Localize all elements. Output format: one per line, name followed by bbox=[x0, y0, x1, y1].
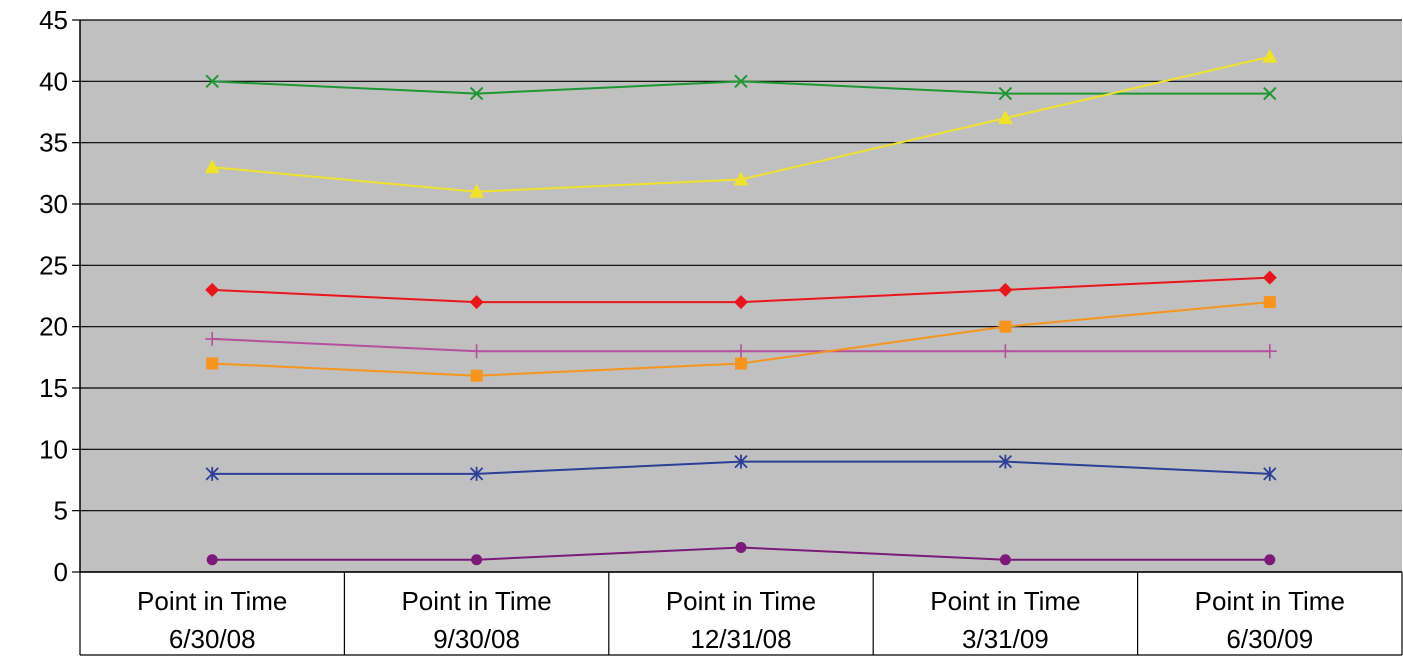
y-tick-label: 5 bbox=[54, 496, 68, 526]
data-point bbox=[733, 171, 749, 186]
x-category-label: 9/30/08 bbox=[433, 624, 520, 654]
data-point bbox=[734, 74, 748, 89]
series-layer bbox=[204, 48, 1278, 566]
data-point bbox=[1263, 86, 1277, 101]
data-point bbox=[469, 295, 484, 310]
data-point bbox=[735, 357, 747, 370]
data-point bbox=[469, 183, 485, 198]
data-point bbox=[1262, 344, 1277, 359]
data-point bbox=[469, 466, 484, 481]
data-point bbox=[997, 110, 1013, 125]
data-point bbox=[999, 320, 1012, 333]
x-axis-category-table: Point in Time 6/30/08 Point in Time 9/30/08… bbox=[79, 571, 1403, 656]
y-tick-label: 25 bbox=[39, 250, 68, 280]
y-axis-ticks: 0 5 10 15 20 25 30 35 40 45 bbox=[39, 5, 81, 587]
series-4 bbox=[205, 331, 1277, 359]
y-tick-label: 40 bbox=[39, 66, 68, 96]
y-tick-label: 20 bbox=[39, 312, 68, 342]
data-point bbox=[471, 554, 483, 566]
y-tick-label: 15 bbox=[39, 373, 68, 403]
data-point bbox=[1263, 296, 1276, 309]
data-point bbox=[469, 86, 484, 101]
data-point bbox=[1262, 48, 1278, 63]
data-point bbox=[998, 344, 1013, 359]
data-point bbox=[1262, 270, 1277, 285]
data-point bbox=[205, 466, 219, 481]
y-tick-label: 35 bbox=[39, 128, 68, 158]
y-tick-label: 30 bbox=[39, 189, 68, 219]
x-category-label: Point in Time bbox=[1195, 586, 1345, 616]
y-tick-label: 10 bbox=[39, 434, 68, 464]
x-category-label: Point in Time bbox=[666, 586, 816, 616]
series-7 bbox=[206, 541, 1276, 566]
series-5 bbox=[206, 296, 1276, 382]
data-point bbox=[470, 369, 483, 382]
data-point bbox=[735, 541, 747, 553]
x-category-label: 12/31/08 bbox=[690, 624, 791, 654]
data-point bbox=[734, 295, 748, 310]
data-point bbox=[205, 74, 219, 89]
data-point bbox=[205, 331, 220, 346]
series-3 bbox=[205, 270, 1277, 310]
x-category-label: Point in Time bbox=[401, 586, 551, 616]
data-point bbox=[469, 344, 484, 359]
data-point bbox=[206, 554, 218, 566]
data-point bbox=[999, 554, 1011, 566]
data-point bbox=[1264, 554, 1276, 566]
series-2 bbox=[204, 48, 1278, 198]
data-point bbox=[998, 282, 1013, 297]
x-category-label: Point in Time bbox=[930, 586, 1080, 616]
data-point bbox=[205, 282, 220, 297]
data-point bbox=[206, 357, 219, 370]
x-category-label: 3/31/09 bbox=[962, 624, 1049, 654]
data-point bbox=[1263, 466, 1277, 481]
series-6 bbox=[205, 454, 1277, 481]
x-category-label: Point in Time bbox=[137, 586, 287, 616]
x-category-label: 6/30/08 bbox=[169, 624, 256, 654]
gridlines bbox=[80, 19, 1402, 573]
data-point bbox=[998, 454, 1013, 469]
data-point bbox=[998, 86, 1013, 101]
data-point bbox=[734, 454, 748, 469]
y-tick-label: 0 bbox=[54, 557, 68, 587]
series-1 bbox=[205, 74, 1277, 101]
x-category-label: 6/30/09 bbox=[1226, 624, 1313, 654]
data-point bbox=[734, 344, 748, 359]
y-tick-label: 45 bbox=[39, 5, 68, 35]
data-point bbox=[204, 159, 220, 174]
